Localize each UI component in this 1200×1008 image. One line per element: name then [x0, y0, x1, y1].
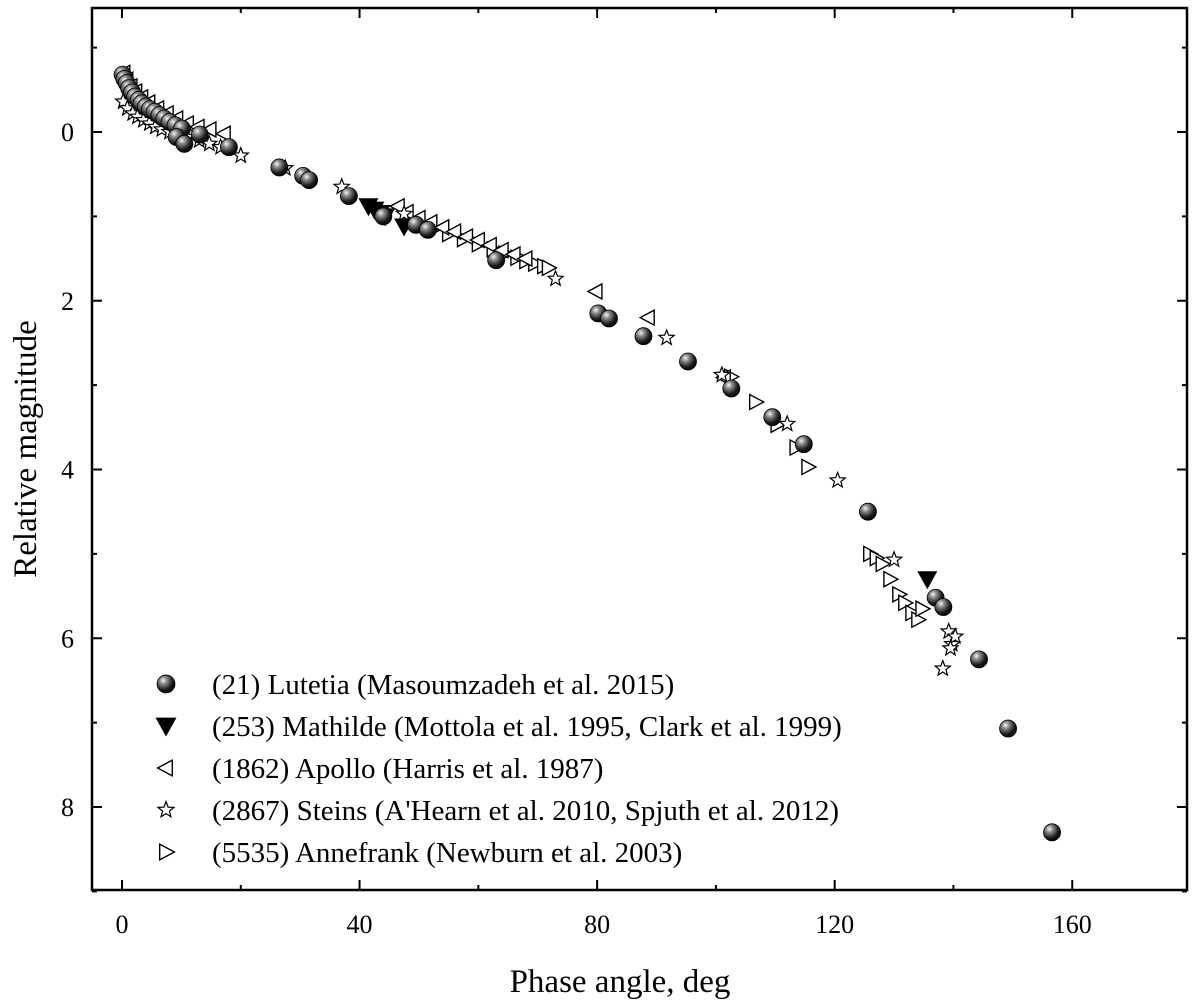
data-point-star — [546, 269, 565, 287]
data-point-sphere — [794, 435, 813, 454]
data-point-sphere — [175, 134, 194, 153]
data-point-sphere — [374, 207, 393, 226]
data-point-triangle-left — [456, 227, 474, 246]
data-point-triangle-left — [516, 249, 533, 268]
data-point-sphere — [970, 650, 988, 669]
data-point-triangle-left — [504, 245, 521, 264]
data-point-sphere — [190, 125, 209, 144]
data-point-star — [394, 204, 414, 222]
data-point-sphere — [859, 502, 877, 521]
data-point-sphere — [934, 598, 953, 616]
data-point-sphere — [999, 719, 1017, 738]
legend-label: (1862) Apollo (Harris et al. 1987) — [212, 753, 603, 785]
y-tick-label: 6 — [61, 624, 74, 653]
data-point-triangle-right — [748, 393, 766, 411]
data-point-triangle-left — [480, 236, 497, 254]
data-point-star — [712, 365, 732, 383]
data-point-triangle-left — [445, 222, 462, 241]
data-point-triangle-right — [915, 600, 932, 618]
data-point-star — [941, 638, 960, 657]
data-point-triangle-left — [214, 125, 231, 143]
data-point-star — [657, 328, 676, 346]
legend-marker-triangle-right — [159, 842, 176, 862]
plot-frame — [90, 6, 1189, 892]
legend-label: (21) Lutetia (Masoumzadeh et al. 2015) — [212, 669, 674, 701]
y-tick-label: 0 — [61, 118, 74, 147]
legend-label: (5535) Annefrank (Newburn et al. 2003) — [212, 837, 682, 869]
data-point-triangle-right — [875, 555, 892, 573]
x-tick-label: 80 — [584, 910, 610, 939]
data-point-star — [884, 550, 904, 568]
legend-label: (2867) Steins (A'Hearn et al. 2010, Spju… — [212, 795, 839, 827]
data-point-sphere — [418, 220, 437, 239]
x-tick-label: 40 — [347, 910, 373, 939]
x-axis-title: Phase angle, deg — [510, 964, 731, 1000]
legend: (21) Lutetia (Masoumzadeh et al. 2015) (2… — [155, 669, 842, 869]
y-tick-label: 8 — [61, 793, 74, 822]
axis-ticks: 0 40 80 120 160 0 2 4 6 8 — [61, 8, 1187, 939]
data-point-star — [777, 414, 797, 432]
data-point-triangle-right — [541, 259, 558, 277]
legend-marker-sphere — [156, 674, 176, 694]
data-point-triangle-left — [638, 308, 655, 327]
data-point-triangle-right — [801, 458, 818, 476]
data-point-sphere — [339, 187, 358, 206]
data-point-sphere — [220, 138, 238, 157]
data-point-sphere — [600, 309, 618, 328]
data-point-star — [946, 626, 965, 645]
data-point-triangle-down — [917, 571, 938, 590]
data-point-sphere — [487, 251, 506, 270]
data-point-triangle-left — [200, 120, 217, 139]
data-point-sphere — [763, 408, 782, 427]
x-tick-label: 120 — [815, 910, 854, 939]
data-point-star — [332, 177, 351, 195]
data-point-sphere — [722, 379, 741, 398]
y-tick-label: 4 — [61, 456, 74, 485]
data-point-star — [933, 658, 952, 677]
legend-marker-triangle-down — [155, 717, 177, 737]
data-point-triangle-left — [433, 218, 450, 237]
y-axis-title: Relative magnitude — [8, 320, 44, 578]
data-point-triangle-right — [883, 570, 900, 588]
data-point-sphere — [270, 158, 289, 177]
legend-marker-triangle-left — [156, 758, 173, 778]
data-point-sphere — [1043, 823, 1061, 842]
legend-label: (253) Mathilde (Mottola et al. 1995, Cla… — [212, 711, 842, 743]
data-point-sphere — [300, 171, 318, 189]
legend-marker-star — [156, 799, 176, 819]
data-points — [113, 64, 1061, 842]
data-point-triangle-left — [468, 231, 486, 249]
data-point-sphere — [679, 352, 697, 371]
y-tick-label: 2 — [61, 287, 74, 316]
data-point-sphere — [634, 327, 653, 346]
x-tick-label: 0 — [116, 910, 129, 939]
x-tick-label: 160 — [1053, 910, 1092, 939]
data-point-triangle-left — [586, 282, 603, 301]
data-point-star — [828, 470, 847, 489]
